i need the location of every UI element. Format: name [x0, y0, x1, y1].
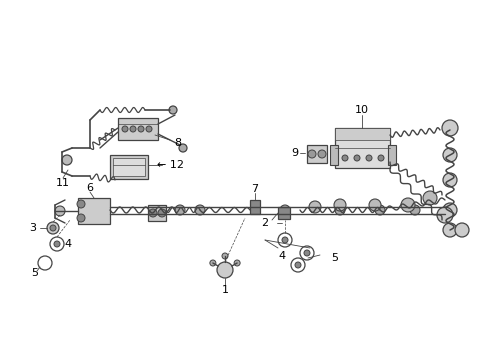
- Circle shape: [423, 191, 437, 205]
- Circle shape: [308, 150, 316, 158]
- Circle shape: [318, 150, 326, 158]
- Circle shape: [335, 205, 345, 215]
- Text: 5: 5: [31, 268, 39, 278]
- Bar: [335, 128, 390, 140]
- Bar: [388, 145, 396, 165]
- Circle shape: [410, 205, 420, 215]
- Bar: [307, 145, 327, 163]
- Circle shape: [334, 199, 346, 211]
- Circle shape: [401, 198, 415, 212]
- Text: 7: 7: [251, 184, 259, 194]
- Text: 3: 3: [29, 223, 36, 233]
- Circle shape: [62, 155, 72, 165]
- Text: 1: 1: [221, 285, 228, 295]
- Circle shape: [158, 209, 166, 217]
- Text: 4: 4: [65, 239, 72, 249]
- Circle shape: [437, 207, 453, 223]
- Circle shape: [304, 250, 310, 256]
- Circle shape: [366, 155, 372, 161]
- Circle shape: [369, 199, 381, 211]
- Circle shape: [375, 205, 385, 215]
- Text: 9: 9: [292, 148, 298, 158]
- Bar: [113, 158, 145, 176]
- Circle shape: [295, 262, 301, 268]
- Text: 5: 5: [332, 253, 339, 263]
- Circle shape: [122, 126, 128, 132]
- Text: 4: 4: [278, 251, 286, 261]
- Text: 6: 6: [87, 183, 94, 193]
- Circle shape: [217, 262, 233, 278]
- Bar: [335, 128, 390, 168]
- Bar: [78, 198, 110, 224]
- Text: ← 12: ← 12: [156, 160, 183, 170]
- Bar: [278, 207, 290, 219]
- Text: 10: 10: [355, 105, 369, 115]
- Circle shape: [282, 237, 288, 243]
- Circle shape: [146, 126, 152, 132]
- Circle shape: [342, 155, 348, 161]
- Circle shape: [195, 205, 205, 215]
- Circle shape: [130, 126, 136, 132]
- Circle shape: [138, 126, 144, 132]
- Circle shape: [378, 155, 384, 161]
- Bar: [250, 200, 260, 214]
- Circle shape: [443, 223, 457, 237]
- Circle shape: [309, 201, 321, 213]
- Circle shape: [455, 223, 469, 237]
- Text: 11: 11: [56, 178, 70, 188]
- Circle shape: [354, 155, 360, 161]
- Circle shape: [222, 253, 228, 259]
- Circle shape: [50, 225, 56, 231]
- Circle shape: [149, 209, 157, 217]
- Circle shape: [443, 148, 457, 162]
- Text: 8: 8: [174, 138, 182, 148]
- Bar: [148, 205, 166, 221]
- Circle shape: [47, 222, 59, 234]
- Bar: [330, 145, 338, 165]
- Circle shape: [179, 144, 187, 152]
- Text: 2: 2: [262, 218, 269, 228]
- Circle shape: [443, 203, 457, 217]
- Circle shape: [280, 205, 290, 215]
- Circle shape: [77, 214, 85, 222]
- Circle shape: [54, 241, 60, 247]
- Circle shape: [175, 205, 185, 215]
- Circle shape: [443, 173, 457, 187]
- Circle shape: [210, 260, 216, 266]
- Circle shape: [442, 120, 458, 136]
- Circle shape: [234, 260, 240, 266]
- Bar: [118, 118, 158, 140]
- Bar: [110, 155, 148, 179]
- Circle shape: [77, 200, 85, 208]
- Circle shape: [169, 106, 177, 114]
- Circle shape: [55, 206, 65, 216]
